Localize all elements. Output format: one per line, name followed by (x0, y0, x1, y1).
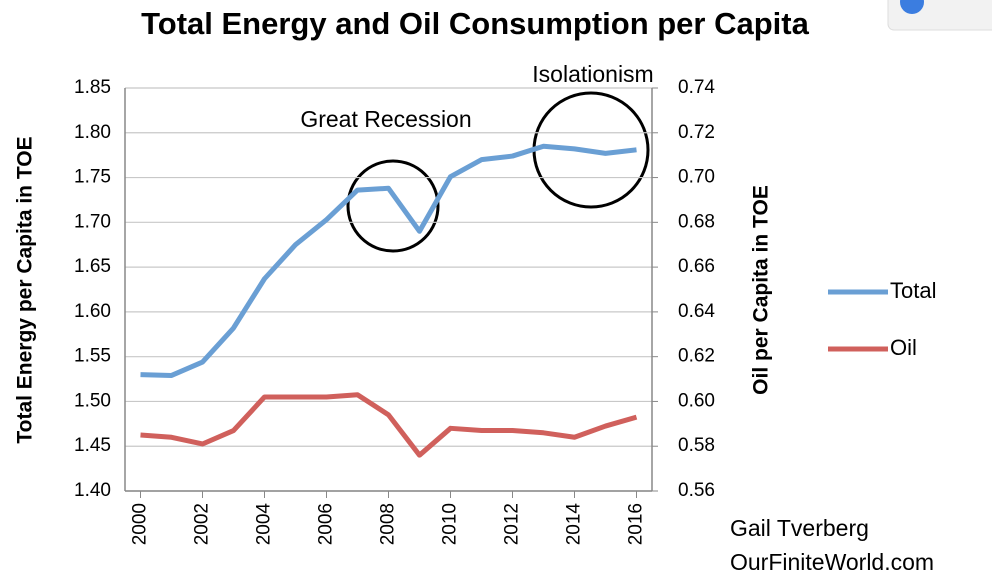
x-tick-label: 2006 (316, 503, 337, 545)
x-tick-label: 2000 (130, 503, 151, 545)
credit: OurFiniteWorld.com (730, 549, 934, 575)
y-tick-label: 1.85 (74, 77, 111, 98)
y2-tick-label: 0.70 (678, 167, 715, 188)
y2-tick-label: 0.74 (678, 77, 715, 98)
legend-label: Total (890, 278, 936, 303)
y2-tick-label: 0.66 (678, 256, 715, 277)
credit: Gail Tverberg (730, 515, 869, 541)
annotation: Isolationism (532, 61, 653, 87)
y2-tick-label: 0.58 (678, 435, 715, 456)
y2-tick-label: 0.72 (678, 122, 715, 143)
y2-tick-label: 0.62 (678, 346, 715, 367)
y2-tick-label: 0.68 (678, 211, 715, 232)
x-tick-label: 2002 (192, 503, 213, 545)
x-tick-label: 2004 (254, 503, 275, 546)
y-tick-label: 1.45 (74, 435, 111, 456)
y2-axis-label: Oil per Capita in TOE (750, 185, 773, 395)
y-tick-label: 1.70 (74, 211, 111, 232)
y-tick-label: 1.80 (74, 122, 111, 143)
y2-tick-label: 0.64 (678, 301, 715, 322)
x-tick-label: 2014 (564, 503, 585, 546)
y2-tick-label: 0.56 (678, 480, 715, 501)
x-tick-label: 2008 (378, 503, 399, 545)
notification-icon (900, 0, 924, 14)
y-tick-label: 1.55 (74, 346, 111, 367)
y-tick-label: 1.40 (74, 480, 111, 501)
annotation-circle (346, 159, 440, 253)
y2-tick-label: 0.60 (678, 390, 715, 411)
legend-label: Oil (890, 335, 917, 360)
annotation: Great Recession (300, 106, 471, 132)
x-tick-label: 2012 (502, 503, 523, 545)
series-line (140, 143, 637, 378)
y-tick-label: 1.75 (74, 167, 111, 188)
y-tick-label: 1.60 (74, 301, 111, 322)
x-tick-label: 2016 (626, 503, 647, 545)
chart-title: Total Energy and Oil Consumption per Cap… (141, 6, 809, 41)
y-tick-label: 1.50 (74, 390, 111, 411)
x-tick-label: 2010 (440, 503, 461, 545)
series-line (140, 392, 638, 458)
y-axis-label: Total Energy per Capita in TOE (14, 136, 37, 443)
y-tick-label: 1.65 (74, 256, 111, 277)
